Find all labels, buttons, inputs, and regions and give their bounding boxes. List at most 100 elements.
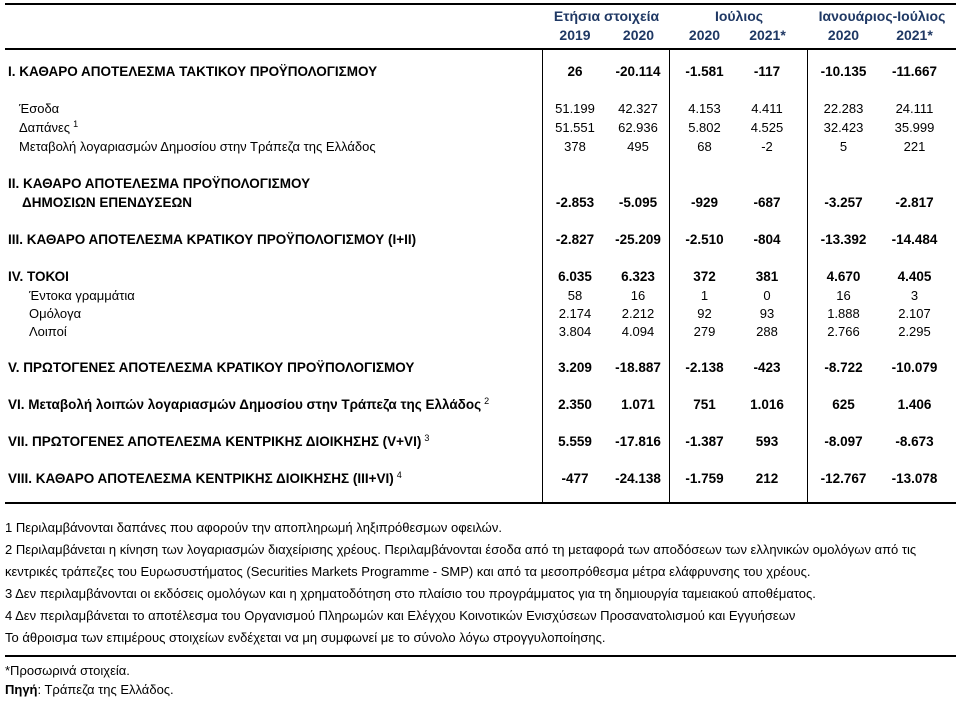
- header-year-row: 2019 2020 2020 2021* 2020 2021*: [5, 26, 956, 45]
- value-cell: [739, 249, 808, 267]
- value-cell: [543, 451, 607, 469]
- table-row: VΙ. Μεταβολή λοιπών λογαριασμών Δημοσίου…: [5, 395, 956, 414]
- table-row: Λοιποί 3.804 4.094 279 288 2.766 2.295: [5, 322, 956, 341]
- value-cell: 24.111: [895, 101, 934, 116]
- value-cell: -1.581: [685, 64, 724, 79]
- value-cell: -13.392: [820, 232, 867, 247]
- row-label: [5, 414, 543, 432]
- value-cell: -2.138: [685, 360, 724, 375]
- value-cell: 4.405: [897, 269, 932, 284]
- value-cell: [808, 377, 879, 395]
- table-spacer-row: [5, 488, 956, 502]
- value-cell: [670, 156, 739, 174]
- value-cell: 2.174: [558, 306, 592, 321]
- footnotes: 1 Περιλαμβάνονται δαπάνες που αφορούν τη…: [5, 517, 956, 649]
- value-cell: [739, 212, 808, 230]
- value-cell: [879, 249, 956, 267]
- value-cell: 4.411: [739, 99, 808, 118]
- footnote-ref: 4: [396, 469, 402, 480]
- table-header: Ετήσια στοιχεία Ιούλιος Ιανουάριος-Ιούλι…: [5, 5, 956, 50]
- row-label: [5, 249, 543, 267]
- row-label: VΙΙΙ. ΚΑΘΑΡΟ ΑΠΟΤΕΛΕΣΜΑ ΚΕΝΤΡΙΚΗΣ ΔΙΟΙΚΗ…: [5, 469, 543, 488]
- value-cell: [879, 414, 956, 432]
- header-year-july-2021: 2021*: [749, 27, 786, 43]
- value-cell: 221: [903, 139, 926, 154]
- footnote: 1 Περιλαμβάνονται δαπάνες που αφορούν τη…: [5, 520, 502, 535]
- table-spacer-row: [5, 414, 956, 432]
- value-cell: -929: [690, 195, 719, 210]
- value-cell: 93: [739, 304, 808, 323]
- value-cell: [543, 156, 607, 174]
- value-cell: [543, 488, 607, 502]
- value-cell: -2: [739, 137, 808, 156]
- value-cell: 1.016: [739, 395, 808, 414]
- row-label: [5, 156, 543, 174]
- value-cell: [607, 212, 670, 230]
- row-label: VΙ. Μεταβολή λοιπών λογαριασμών Δημοσίου…: [5, 395, 543, 414]
- state-budget-table: Ετήσια στοιχεία Ιούλιος Ιανουάριος-Ιούλι…: [5, 3, 956, 504]
- value-cell: 751: [693, 397, 716, 412]
- value-cell: 3: [910, 288, 919, 303]
- value-cell: -18.887: [607, 358, 670, 377]
- value-cell: [543, 377, 607, 395]
- value-cell: -8.097: [824, 434, 863, 449]
- table-spacer-row: [5, 340, 956, 358]
- table-spacer-row: [5, 249, 956, 267]
- value-cell: 26: [567, 64, 583, 79]
- value-cell: [879, 156, 956, 174]
- value-cell: [543, 414, 607, 432]
- table-row: ΙΙ. ΚΑΘΑΡΟ ΑΠΟΤΕΛΕΣΜΑ ΠΡΟΫΠΟΛΟΓΙΣΜΟΥ ΔΗΜΟ…: [5, 174, 956, 212]
- value-cell: 3.209: [558, 360, 592, 375]
- value-cell: 22.283: [823, 101, 864, 116]
- row-label: Ι. ΚΑΘΑΡΟ ΑΠΟΤΕΛΕΣΜΑ ΤΑΚΤΙΚΟΥ ΠΡΟΫΠΟΛΟΓΙ…: [5, 50, 543, 81]
- row-label: ΙΙ. ΚΑΘΑΡΟ ΑΠΟΤΕΛΕΣΜΑ ΠΡΟΫΠΟΛΟΓΙΣΜΟΥ ΔΗΜΟ…: [5, 174, 543, 212]
- header-year-july-2020: 2020: [688, 27, 721, 43]
- value-cell: [607, 156, 670, 174]
- header-year-janjul-2020: 2020: [827, 27, 860, 43]
- value-cell: -804: [739, 230, 808, 249]
- source-label: Πηγή: [5, 682, 38, 697]
- value-cell: -20.114: [607, 50, 670, 81]
- value-cell: 32.423: [823, 120, 864, 135]
- value-cell: 2.350: [558, 397, 592, 412]
- row-label: Μεταβολή λογαριασμών Δημοσίου στην Τράπε…: [5, 137, 543, 156]
- row-label: [5, 488, 543, 502]
- header-year-janjul-2021: 2021*: [896, 27, 933, 43]
- value-cell: -25.209: [607, 230, 670, 249]
- value-cell: 6.323: [607, 267, 670, 286]
- value-cell: -477: [561, 471, 589, 486]
- value-cell: -10.135: [820, 64, 867, 79]
- value-cell: -2.853: [555, 195, 595, 210]
- source-line: Πηγή: Τράπεζα της Ελλάδος.: [5, 680, 956, 699]
- value-cell: [607, 377, 670, 395]
- row-label: Δαπάνες 1: [5, 118, 543, 137]
- value-cell: 4.094: [607, 322, 670, 341]
- value-cell: [670, 377, 739, 395]
- footnote-ref: 3: [424, 432, 430, 443]
- table-row: V. ΠΡΩΤΟΓΕΝΕΣ ΑΠΟΤΕΛΕΣΜΑ ΚΡΑΤΙΚΟΥ ΠΡΟΫΠΟ…: [5, 358, 956, 377]
- value-cell: 1: [700, 288, 709, 303]
- value-cell: [879, 340, 956, 358]
- value-cell: [607, 81, 670, 99]
- value-cell: [670, 414, 739, 432]
- table-row: ΙΙΙ. ΚΑΘΑΡΟ ΑΠΟΤΕΛΕΣΜΑ ΚΡΑΤΙΚΟΥ ΠΡΟΫΠΟΛΟ…: [5, 230, 956, 249]
- row-label: [5, 212, 543, 230]
- table-body: Ι. ΚΑΘΑΡΟ ΑΠΟΤΕΛΕΣΜΑ ΤΑΚΤΙΚΟΥ ΠΡΟΫΠΟΛΟΓΙ…: [5, 50, 956, 504]
- header-empty-cell: [5, 26, 543, 45]
- value-cell: 6.035: [558, 269, 592, 284]
- value-cell: 593: [739, 432, 808, 451]
- value-cell: 35.999: [894, 120, 935, 135]
- value-cell: 4.670: [826, 269, 861, 284]
- table-spacer-row: [5, 377, 956, 395]
- value-cell: [808, 340, 879, 358]
- footnote-ref: 1: [73, 118, 79, 129]
- value-cell: 378: [564, 139, 586, 154]
- value-cell: [879, 488, 956, 502]
- value-cell: 2.766: [827, 324, 860, 339]
- value-cell: 2.295: [898, 324, 931, 339]
- table-row: Έντοκα γραμμάτια 58 16 1 0 16 3: [5, 286, 956, 305]
- footnote: 2 Περιλαμβάνεται η κίνηση των λογαριασμώ…: [5, 542, 917, 579]
- footnote: 4 Δεν περιλαμβάνεται το αποτέλεσμα του Ο…: [5, 608, 796, 623]
- value-cell: -12.767: [820, 471, 867, 486]
- value-cell: [543, 249, 607, 267]
